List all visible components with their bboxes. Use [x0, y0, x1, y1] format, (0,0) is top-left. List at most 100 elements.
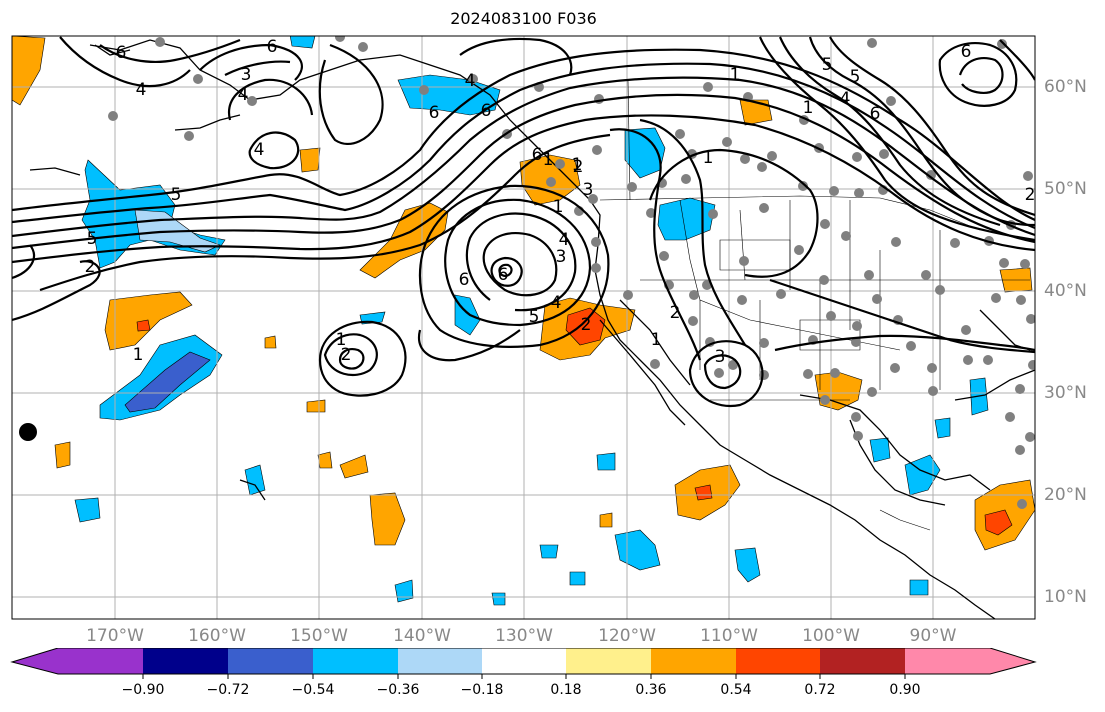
contour-label: 4 — [840, 89, 851, 109]
anomaly-area — [264, 335, 277, 349]
colorbar-segment — [313, 648, 398, 674]
contour-label: 6 — [459, 270, 470, 290]
contour-label: 2 — [1025, 185, 1036, 205]
contour-label: 5 — [171, 185, 182, 205]
anomaly-area — [694, 484, 713, 501]
latitude-label: 50°N — [1044, 179, 1087, 199]
anomaly-area — [934, 417, 951, 439]
latitude-label: 60°N — [1044, 77, 1087, 97]
anomaly-area — [599, 512, 613, 528]
map-title: 2024083100 F036 — [450, 9, 597, 28]
contour-label: 6 — [498, 265, 509, 285]
colorbar — [10, 648, 1037, 679]
colorbar-segment — [736, 648, 820, 674]
contour-label: 1 — [803, 98, 814, 118]
colorbar-segment — [905, 648, 990, 674]
anomaly-area — [657, 197, 716, 241]
anomaly-area — [734, 547, 761, 583]
colorbar-segment — [651, 648, 736, 674]
colorbar-min-arrow — [12, 648, 58, 674]
contour-label: 1 — [730, 65, 741, 85]
anomaly-area — [74, 497, 101, 523]
contour-label: 4 — [238, 85, 249, 105]
longitude-label: 120°W — [598, 626, 656, 646]
contour-label: 1 — [572, 155, 583, 175]
contour-label: 1 — [651, 330, 662, 350]
anomaly-area — [569, 571, 586, 586]
contour-labels: 6 4 3 4 6 5 4 2 1 5 6 4 6 6 1 6 4 1 5 4 … — [85, 37, 1036, 367]
longitude-label: 100°W — [802, 626, 860, 646]
anomaly-area — [539, 544, 559, 559]
colorbar-tick-label: 0.90 — [889, 682, 921, 698]
anomaly-area — [244, 464, 266, 496]
longitude-label: 130°W — [495, 626, 553, 646]
contour-label: 1 — [133, 345, 144, 365]
colorbar-tick-label: −0.18 — [460, 682, 504, 698]
colorbar-segment — [143, 648, 228, 674]
contour-label: 6 — [961, 42, 972, 62]
colorbar-tick-label: −0.36 — [376, 682, 420, 698]
colorbar-segment — [482, 648, 566, 674]
colorbar-tick-label: 0.18 — [550, 682, 582, 698]
anomaly-area — [289, 36, 316, 49]
anomaly-area — [869, 437, 891, 463]
anomaly-area — [984, 509, 1013, 536]
anomaly-area — [454, 294, 481, 336]
longitude-label: 110°W — [700, 626, 758, 646]
longitude-label: 170°W — [86, 626, 144, 646]
height-contours — [12, 36, 1035, 408]
latitude-label: 30°N — [1044, 383, 1087, 403]
anomaly-area — [596, 452, 616, 471]
anomaly-area — [299, 147, 321, 173]
contour-label: 4 — [551, 293, 562, 313]
anomaly-area — [491, 592, 506, 606]
contour-label: 3 — [583, 180, 594, 200]
contour-label: 4 — [465, 71, 476, 91]
contour-label: 2 — [85, 257, 96, 277]
contour-label: 5 — [850, 67, 861, 87]
anomaly-area — [909, 579, 929, 596]
contour-label: 2 — [670, 303, 681, 323]
contour-label: 6 — [481, 101, 492, 121]
colorbar-segment — [566, 648, 651, 674]
latitude-label: 20°N — [1044, 485, 1087, 505]
contour-label: 3 — [241, 65, 252, 85]
contour-label: 6 — [116, 43, 127, 63]
longitude-label: 140°W — [393, 626, 451, 646]
colorbar-segment — [398, 648, 482, 674]
contour-label: 2 — [581, 315, 592, 335]
colorbar-frame — [10, 648, 1037, 675]
colorbar-tick-label: 0.72 — [804, 682, 836, 698]
contour-label: 1 — [553, 197, 564, 217]
contour-label: 1 — [543, 150, 554, 170]
colorbar-tick-label: −0.72 — [206, 682, 250, 698]
anomaly-area — [317, 451, 333, 469]
contour-label: 5 — [529, 307, 540, 327]
anomaly-area — [306, 399, 326, 413]
storm-marker — [19, 423, 37, 441]
colorbar-tick-label: −0.90 — [121, 682, 165, 698]
contour-label: 2 — [573, 157, 584, 177]
contour-label: 4 — [559, 230, 570, 250]
contour-label: 1 — [703, 148, 714, 168]
contour-label: 6 — [429, 103, 440, 123]
longitude-label: 90°W — [909, 626, 957, 646]
colorbar-tick-label: 0.54 — [720, 682, 752, 698]
latitude-label: 10°N — [1044, 587, 1087, 607]
contour-label: 4 — [136, 80, 147, 100]
colorbar-segment — [228, 648, 313, 674]
contour-label: 6 — [532, 145, 543, 165]
anomaly-area — [369, 492, 406, 546]
contour-label: 1 — [336, 330, 347, 350]
contour-label: 3 — [556, 247, 567, 267]
contour-label: 5 — [822, 55, 833, 75]
anomaly-area — [124, 351, 211, 413]
contour-label: 6 — [267, 37, 278, 57]
colorbar-max-arrow — [990, 648, 1035, 674]
colorbar-segment — [820, 648, 905, 674]
anomaly-area — [54, 441, 71, 469]
anomaly-area — [339, 454, 369, 479]
contour-label: 3 — [715, 347, 726, 367]
anomaly-area — [614, 529, 661, 571]
anomaly-area — [136, 319, 151, 332]
